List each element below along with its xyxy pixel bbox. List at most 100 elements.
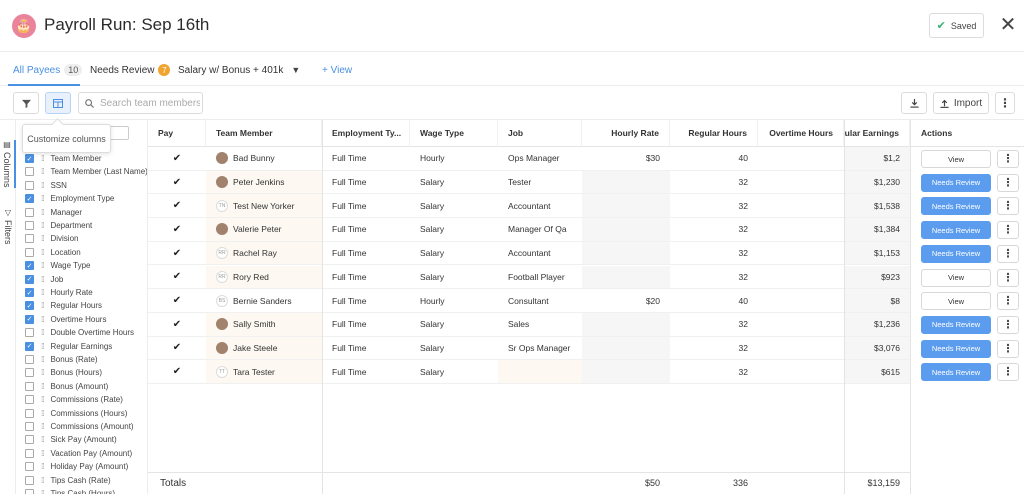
column-checkbox[interactable]: ✓ <box>25 288 34 297</box>
drag-handle-icon[interactable]: ⁞⁞ <box>41 261 45 271</box>
drag-handle-icon[interactable]: ⁞⁞ <box>41 368 45 378</box>
column-checkbox[interactable] <box>25 368 34 378</box>
column-checkbox[interactable] <box>25 221 34 230</box>
column-toggle-item[interactable]: ⁞⁞ Commissions (Hours) <box>25 407 127 420</box>
pay-cell[interactable]: ✔ <box>148 266 206 290</box>
column-checkbox[interactable] <box>25 207 34 217</box>
column-checkbox[interactable] <box>25 180 34 190</box>
column-toggle-item[interactable]: ✓ ⁞⁞ Employment Type <box>25 192 114 205</box>
column-toggle-item[interactable]: ✓ ⁞⁞ Regular Hours <box>25 299 102 312</box>
column-header-wage[interactable]: Wage Type <box>410 120 498 147</box>
column-checkbox[interactable]: ✓ <box>25 301 34 311</box>
kebab-icon[interactable]: ⋮ <box>997 197 1019 216</box>
view-button[interactable]: View <box>921 292 991 311</box>
column-toggle-item[interactable]: ⁞⁞ Vacation Pay (Amount) <box>25 447 132 460</box>
column-toggle-item[interactable]: ⁞⁞ Location <box>25 246 81 259</box>
column-toggle-item[interactable]: ⁞⁞ Manager <box>25 206 82 219</box>
column-toggle-item[interactable]: ⁞⁞ Bonus (Amount) <box>25 380 108 393</box>
add-view-link[interactable]: + View <box>322 64 353 76</box>
needs-review-button[interactable]: Needs Review <box>921 173 991 192</box>
rail-tab-columns[interactable]: ▤ Columns <box>0 140 16 188</box>
column-toggle-item[interactable]: ⁞⁞ Double Overtime Hours <box>25 326 134 339</box>
column-checkbox[interactable]: ✓ <box>25 274 34 284</box>
pay-cell[interactable]: ✔ <box>148 289 206 313</box>
tab-salary-bonus-401k[interactable]: Salary w/ Bonus + 401k ▼ <box>178 62 300 78</box>
column-checkbox[interactable]: ✓ <box>25 341 34 351</box>
drag-handle-icon[interactable]: ⁞⁞ <box>41 314 45 324</box>
column-checkbox[interactable] <box>25 234 34 244</box>
column-checkbox[interactable] <box>25 435 34 445</box>
drag-handle-icon[interactable]: ⁞⁞ <box>41 381 45 391</box>
pay-cell[interactable]: ✔ <box>148 313 206 337</box>
column-header-earnings[interactable]: Regular Earnings <box>844 120 910 147</box>
column-checkbox[interactable] <box>25 475 34 485</box>
column-checkbox[interactable] <box>25 395 34 405</box>
columns-button[interactable] <box>45 92 71 114</box>
column-toggle-item[interactable]: ✓ ⁞⁞ Job <box>25 273 63 286</box>
column-header-pay[interactable]: Pay <box>148 120 206 147</box>
drag-handle-icon[interactable]: ⁞⁞ <box>41 395 45 405</box>
column-checkbox[interactable]: ✓ <box>25 194 34 204</box>
needs-review-button[interactable]: Needs Review <box>921 244 991 263</box>
pay-cell[interactable]: ✔ <box>148 147 206 171</box>
saved-button[interactable]: ✔ Saved <box>929 13 984 38</box>
column-toggle-item[interactable]: ⁞⁞ Team Member (Last Name) <box>25 165 147 178</box>
column-toggle-item[interactable]: ✓ ⁞⁞ Hourly Rate <box>25 286 93 299</box>
column-header-job[interactable]: Job <box>498 120 582 147</box>
column-toggle-item[interactable]: ✓ ⁞⁞ Wage Type <box>25 259 90 272</box>
search-input[interactable] <box>100 97 200 109</box>
kebab-icon[interactable]: ⋮ <box>997 315 1019 334</box>
column-toggle-item[interactable]: ⁞⁞ Commissions (Rate) <box>25 393 123 406</box>
needs-review-button[interactable]: Needs Review <box>921 339 991 358</box>
import-button[interactable]: Import <box>933 92 989 114</box>
column-toggle-item[interactable]: ⁞⁞ Sick Pay (Amount) <box>25 433 117 446</box>
column-header-ot-hours[interactable]: Overtime Hours <box>758 120 844 147</box>
column-checkbox[interactable] <box>25 247 34 257</box>
drag-handle-icon[interactable]: ⁞⁞ <box>41 167 45 177</box>
drag-handle-icon[interactable]: ⁞⁞ <box>41 194 45 204</box>
drag-handle-icon[interactable]: ⁞⁞ <box>41 288 45 297</box>
tab-needs-review[interactable]: Needs Review 7 <box>90 62 171 78</box>
column-checkbox[interactable]: ✓ <box>25 154 34 163</box>
column-checkbox[interactable] <box>25 448 34 458</box>
drag-handle-icon[interactable]: ⁞⁞ <box>41 207 45 217</box>
column-toggle-item[interactable]: ⁞⁞ Holiday Pay (Amount) <box>25 460 128 473</box>
column-header-rate[interactable]: Hourly Rate <box>582 120 670 147</box>
column-toggle-item[interactable]: ⁞⁞ Tips Cash (Rate) <box>25 474 111 487</box>
column-checkbox[interactable]: ✓ <box>25 314 34 324</box>
column-header-employment[interactable]: Employment Ty... <box>322 120 410 147</box>
pay-cell[interactable]: ✔ <box>148 194 206 219</box>
tab-all-payees[interactable]: All Payees 10 <box>13 62 83 78</box>
needs-review-button[interactable]: Needs Review <box>921 363 991 382</box>
drag-handle-icon[interactable]: ⁞⁞ <box>41 221 45 230</box>
pay-cell[interactable]: ✔ <box>148 218 206 242</box>
needs-review-button[interactable]: Needs Review <box>921 315 991 334</box>
drag-handle-icon[interactable]: ⁞⁞ <box>41 475 45 485</box>
drag-handle-icon[interactable]: ⁞⁞ <box>41 489 45 494</box>
filter-button[interactable] <box>13 92 39 114</box>
close-icon[interactable]: ✕ <box>999 14 1017 36</box>
drag-handle-icon[interactable]: ⁞⁞ <box>41 341 45 351</box>
drag-handle-icon[interactable]: ⁞⁞ <box>41 154 45 163</box>
column-header-member[interactable]: Team Member <box>206 120 322 147</box>
kebab-icon[interactable]: ⋮ <box>997 173 1019 192</box>
chevron-down-icon[interactable]: ▼ <box>291 65 301 75</box>
kebab-icon[interactable]: ⋮ <box>997 292 1019 311</box>
download-button[interactable] <box>901 92 927 114</box>
drag-handle-icon[interactable]: ⁞⁞ <box>41 234 45 244</box>
column-checkbox[interactable] <box>25 422 34 431</box>
column-toggle-item[interactable]: ⁞⁞ Division <box>25 232 78 245</box>
pay-cell[interactable]: ✔ <box>148 360 206 384</box>
drag-handle-icon[interactable]: ⁞⁞ <box>41 462 45 472</box>
drag-handle-icon[interactable]: ⁞⁞ <box>41 422 45 431</box>
drag-handle-icon[interactable]: ⁞⁞ <box>41 180 45 190</box>
column-checkbox[interactable] <box>25 408 34 418</box>
drag-handle-icon[interactable]: ⁞⁞ <box>41 435 45 445</box>
column-toggle-item[interactable]: ⁞⁞ Commissions (Amount) <box>25 420 134 433</box>
column-checkbox[interactable] <box>25 489 34 494</box>
column-toggle-item[interactable]: ⁞⁞ Bonus (Rate) <box>25 353 98 366</box>
column-checkbox[interactable] <box>25 355 34 364</box>
drag-handle-icon[interactable]: ⁞⁞ <box>41 247 45 257</box>
drag-handle-icon[interactable]: ⁞⁞ <box>41 408 45 418</box>
pay-cell[interactable]: ✔ <box>148 171 206 195</box>
